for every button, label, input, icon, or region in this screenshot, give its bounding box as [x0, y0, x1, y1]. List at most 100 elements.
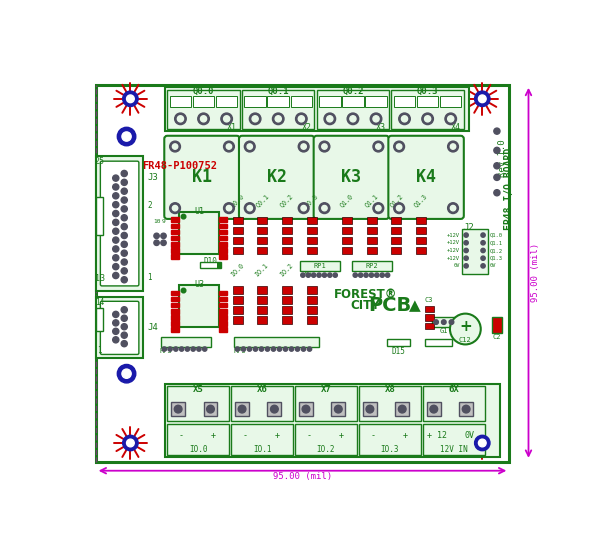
Text: 95.00 (mil): 95.00 (mil)	[274, 472, 332, 481]
Circle shape	[154, 233, 159, 239]
Circle shape	[464, 248, 468, 253]
Circle shape	[271, 347, 275, 351]
Circle shape	[369, 273, 374, 278]
Text: Q0.2: Q0.2	[279, 193, 295, 208]
Bar	[161, 337, 211, 347]
Bar	[423, 424, 485, 454]
Bar	[219, 321, 227, 326]
Circle shape	[172, 144, 178, 149]
Circle shape	[448, 116, 454, 122]
Circle shape	[121, 341, 127, 347]
Circle shape	[113, 210, 119, 216]
Circle shape	[121, 241, 127, 247]
Text: CM: CM	[349, 97, 358, 107]
Bar	[359, 424, 421, 454]
Circle shape	[179, 347, 184, 351]
Text: 0V: 0V	[454, 263, 460, 268]
Circle shape	[113, 202, 119, 208]
Text: -: -	[179, 431, 184, 440]
Bar	[171, 303, 179, 307]
Bar	[233, 236, 243, 245]
Circle shape	[450, 314, 481, 345]
Circle shape	[301, 144, 307, 149]
Bar	[171, 242, 179, 247]
Circle shape	[178, 116, 184, 122]
Circle shape	[366, 405, 374, 413]
Text: PCB: PCB	[368, 296, 412, 315]
Circle shape	[113, 337, 119, 343]
Bar	[367, 227, 377, 234]
Circle shape	[302, 405, 310, 413]
Bar	[257, 286, 268, 294]
Circle shape	[479, 439, 486, 446]
Bar	[235, 402, 249, 416]
Circle shape	[170, 203, 181, 214]
Text: K3: K3	[341, 168, 361, 186]
Bar	[233, 247, 243, 254]
Text: FP48 I/O BOARD: FP48 I/O BOARD	[504, 148, 514, 230]
Text: +: +	[459, 319, 472, 334]
Text: RP5: RP5	[233, 347, 247, 354]
Bar	[219, 309, 227, 314]
Circle shape	[494, 163, 500, 169]
Text: Q1.3: Q1.3	[490, 256, 503, 261]
Circle shape	[175, 113, 186, 124]
Bar	[171, 327, 179, 332]
Bar	[171, 236, 179, 241]
Circle shape	[494, 147, 500, 154]
Circle shape	[451, 144, 456, 149]
Circle shape	[121, 188, 127, 194]
Bar	[171, 254, 179, 259]
Circle shape	[296, 113, 307, 124]
Bar	[342, 247, 352, 254]
Circle shape	[121, 276, 127, 283]
Circle shape	[301, 206, 307, 211]
Text: X6: X6	[257, 385, 268, 394]
Circle shape	[162, 347, 166, 351]
Circle shape	[434, 320, 439, 325]
Circle shape	[481, 241, 485, 245]
Circle shape	[170, 141, 181, 152]
Circle shape	[462, 405, 470, 413]
Circle shape	[272, 113, 284, 124]
Bar	[233, 316, 243, 324]
Circle shape	[113, 237, 119, 243]
Circle shape	[113, 193, 119, 199]
Circle shape	[380, 273, 385, 278]
Circle shape	[121, 170, 127, 176]
Bar	[257, 236, 268, 245]
Circle shape	[271, 405, 278, 413]
Circle shape	[298, 141, 309, 152]
Bar	[171, 217, 179, 222]
Bar	[342, 227, 352, 234]
Bar	[427, 402, 441, 416]
Bar	[492, 318, 502, 333]
Circle shape	[397, 206, 402, 211]
Bar	[440, 96, 461, 107]
Text: +12V: +12V	[447, 240, 460, 245]
Circle shape	[399, 113, 410, 124]
Text: 0V: 0V	[490, 263, 496, 268]
Text: IO.2: IO.2	[279, 262, 295, 278]
Text: 1: 1	[148, 273, 152, 282]
Bar	[307, 216, 317, 225]
Circle shape	[113, 246, 119, 252]
Text: NO: NO	[297, 97, 306, 107]
Text: Q1.1: Q1.1	[364, 193, 379, 208]
Bar	[171, 315, 179, 320]
Bar	[387, 339, 410, 346]
Circle shape	[333, 273, 337, 278]
Circle shape	[265, 347, 269, 351]
Circle shape	[121, 179, 127, 186]
Bar	[219, 217, 227, 222]
Text: +: +	[211, 431, 216, 440]
Circle shape	[475, 436, 490, 451]
Circle shape	[479, 95, 486, 102]
Bar	[342, 236, 352, 245]
Bar	[219, 296, 227, 301]
Bar	[165, 384, 500, 457]
Circle shape	[252, 116, 258, 122]
Bar	[391, 247, 401, 254]
Text: K2: K2	[266, 168, 287, 186]
Text: +: +	[275, 431, 280, 440]
